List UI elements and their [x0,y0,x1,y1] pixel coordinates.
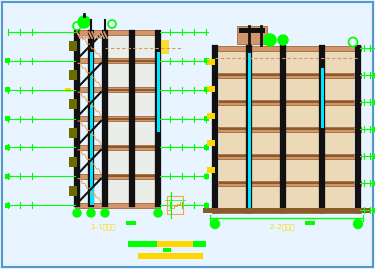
Bar [5,58,10,63]
Circle shape [264,34,276,46]
Bar [372,73,375,77]
Bar [163,248,171,252]
Bar [219,158,354,180]
Bar [372,126,375,132]
Bar [372,180,375,186]
Bar [69,128,77,138]
Circle shape [210,220,219,228]
Circle shape [354,220,363,228]
Bar [74,30,80,207]
Bar [126,221,136,225]
Bar [69,99,77,109]
Circle shape [278,35,288,45]
Circle shape [87,209,95,217]
Bar [203,208,370,213]
Bar [212,45,218,213]
Bar [105,60,158,62]
Bar [219,132,354,154]
Bar [212,180,361,186]
Bar [207,86,215,91]
Bar [75,87,160,92]
Bar [5,174,10,179]
Bar [219,101,354,103]
Bar [204,174,209,179]
Bar [75,203,160,207]
Bar [219,104,354,126]
Bar [138,253,203,259]
Bar [129,30,135,207]
Bar [207,112,215,119]
Bar [246,45,252,213]
Bar [204,145,209,150]
Bar [155,30,161,207]
Bar [105,146,158,148]
Bar [69,70,77,80]
Bar [207,140,215,146]
Bar [219,74,354,76]
Bar [372,154,375,158]
Bar [75,145,160,150]
Bar [237,26,267,44]
Bar [105,32,158,205]
Bar [219,128,354,130]
Bar [65,88,71,92]
Bar [204,203,209,207]
Bar [212,73,361,77]
Bar [212,126,361,132]
Text: 2-2剩面图: 2-2剩面图 [269,223,295,230]
Bar [75,58,160,63]
Bar [219,186,354,207]
Bar [105,118,158,119]
Bar [69,186,77,196]
Bar [319,45,325,213]
Circle shape [78,16,90,28]
Bar [212,45,361,51]
Bar [102,30,108,207]
Bar [5,116,10,121]
Bar [69,41,77,51]
Bar [372,207,375,213]
Bar [212,207,361,213]
Bar [248,53,250,210]
Bar [143,241,157,247]
Bar [75,116,160,121]
Circle shape [73,209,81,217]
Bar [219,182,354,184]
Bar [355,45,361,213]
Bar [88,30,94,207]
Bar [212,154,361,158]
Bar [219,155,354,157]
Bar [75,174,160,179]
Bar [90,187,94,205]
Text: 1-1剩面图: 1-1剩面图 [90,223,116,230]
Bar [305,221,315,225]
Bar [5,145,10,150]
Bar [128,241,206,247]
Circle shape [154,209,162,217]
Bar [156,52,159,132]
Bar [167,196,183,214]
Bar [280,45,286,213]
Bar [105,175,158,177]
Bar [90,52,93,205]
Bar [212,100,361,104]
Bar [207,167,215,172]
Bar [105,89,158,91]
Bar [321,68,324,128]
Bar [75,30,160,34]
Circle shape [101,209,109,217]
Bar [161,40,169,54]
Bar [219,51,354,73]
Bar [5,87,10,92]
Bar [143,241,193,247]
Bar [239,28,265,33]
Bar [69,157,77,167]
Bar [5,203,10,207]
Bar [207,58,215,65]
Bar [204,58,209,63]
Bar [372,100,375,104]
Bar [219,77,354,100]
Bar [204,87,209,92]
Bar [204,116,209,121]
